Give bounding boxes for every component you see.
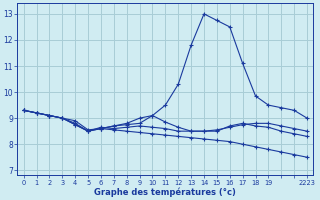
X-axis label: Graphe des températures (°c): Graphe des températures (°c) <box>94 187 236 197</box>
